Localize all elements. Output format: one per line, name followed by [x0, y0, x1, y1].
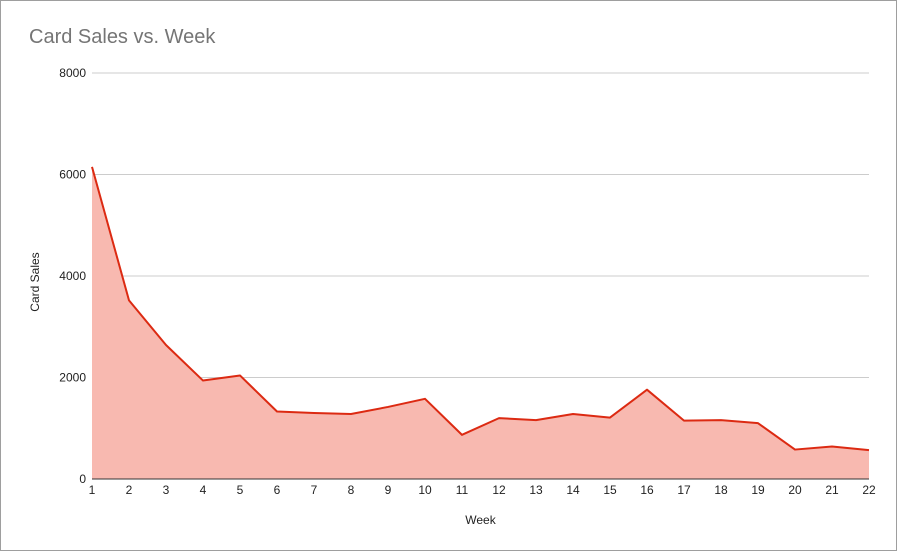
y-axis-title: Card Sales — [28, 252, 42, 311]
x-tick-label: 11 — [456, 483, 469, 497]
x-tick-label: 9 — [385, 483, 392, 497]
x-tick-label: 22 — [862, 483, 876, 497]
x-tick-label: 7 — [311, 483, 318, 497]
y-tick-label: 2000 — [59, 371, 86, 385]
x-tick-label: 17 — [677, 483, 691, 497]
x-tick-label: 21 — [825, 483, 839, 497]
y-tick-label: 8000 — [59, 66, 86, 80]
x-tick-label: 12 — [492, 483, 506, 497]
x-axis-ticks: 1 2 3 4 5 6 7 8 9 10 11 12 13 14 15 16 17 18 19 20 21 22 — [89, 483, 876, 497]
y-tick-label: 6000 — [59, 168, 86, 182]
area-layer — [91, 166, 870, 480]
series-line — [91, 166, 870, 452]
x-tick-label: 15 — [603, 483, 617, 497]
x-tick-label: 13 — [529, 483, 543, 497]
x-tick-label: 2 — [126, 483, 133, 497]
x-tick-label: 16 — [640, 483, 654, 497]
y-tick-label: 4000 — [59, 269, 86, 283]
x-tick-label: 20 — [788, 483, 802, 497]
x-tick-label: 5 — [237, 483, 244, 497]
x-tick-label: 4 — [200, 483, 207, 497]
x-axis-title: Week — [465, 513, 496, 527]
x-tick-label: 14 — [566, 483, 580, 497]
y-axis-ticks: 0 2000 4000 6000 8000 — [59, 66, 86, 486]
x-tick-label: 10 — [418, 483, 432, 497]
chart-title: Card Sales vs. Week — [29, 26, 216, 48]
x-tick-label: 1 — [89, 483, 96, 497]
x-tick-label: 18 — [714, 483, 728, 497]
x-tick-label: 6 — [274, 483, 281, 497]
x-tick-label: 8 — [348, 483, 355, 497]
x-tick-label: 19 — [751, 483, 765, 497]
area-fill — [92, 166, 869, 479]
y-tick-label: 0 — [79, 472, 86, 486]
x-tick-label: 3 — [163, 483, 170, 497]
gridlines — [92, 72, 869, 378]
